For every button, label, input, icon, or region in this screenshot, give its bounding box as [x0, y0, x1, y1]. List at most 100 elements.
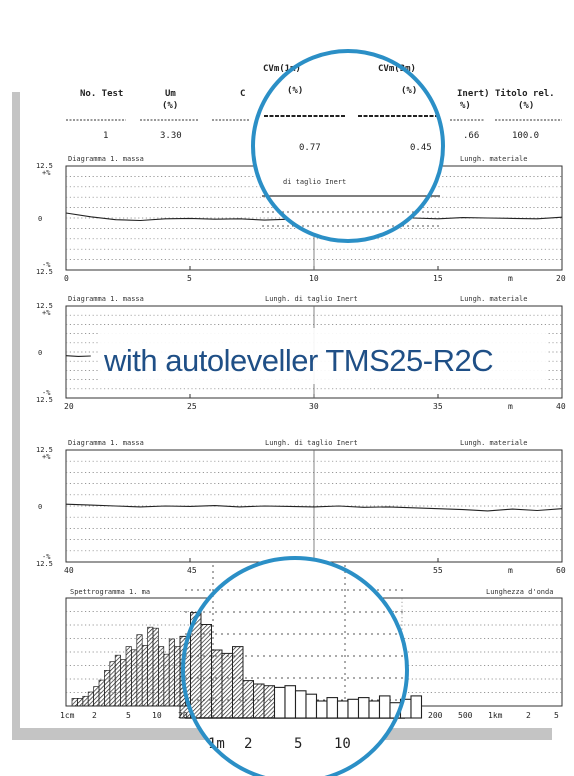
zoom-top-fill — [253, 51, 443, 241]
header-um: Um — [165, 89, 176, 99]
x-tick-label: 25 — [187, 402, 197, 411]
spectro-x-tick: 2 — [526, 711, 531, 720]
zoom-header-cvm3: CVm(3m) — [378, 64, 416, 74]
y-label-top-unit: +% — [42, 309, 51, 317]
spectro-x-tick: 200 — [428, 711, 443, 720]
zoom-bar-open — [294, 690, 307, 719]
zoom-bar-open — [326, 697, 339, 719]
spectro-bar-hatched — [168, 638, 175, 707]
spectro-title-left: Spettrogramma 1. ma — [70, 588, 150, 596]
zoom-bar-hatched — [221, 652, 233, 719]
header-inert: Inert) — [457, 89, 490, 99]
header-titolo-unit: (%) — [518, 101, 534, 111]
panel-title-right: Lungh. materiale — [460, 295, 527, 303]
zoom-bar-open — [347, 698, 360, 719]
spectro-x-tick: 5 — [126, 711, 131, 720]
spectro-bar-hatched — [136, 634, 143, 707]
spectro-x-tick: 1cm — [60, 711, 75, 720]
spectro-bar-hatched — [87, 691, 94, 707]
panel-title-mid: Lungh. di taglio Inert — [265, 439, 358, 447]
series-line — [65, 503, 563, 512]
x-tick-label: 60 — [556, 566, 566, 575]
spectro-x-tick: 500 — [458, 711, 473, 720]
y-label-top-unit: +% — [42, 169, 51, 177]
overlay-text-backdrop — [98, 328, 548, 384]
panel-title-right: Lungh. materiale — [460, 439, 527, 447]
x-tick-label: 10 — [309, 274, 319, 283]
x-tick-label: m — [508, 274, 513, 283]
header-no-test: No. Test — [80, 89, 123, 99]
cell-no-test: 1 — [103, 131, 108, 141]
zoom-bar-hatched — [263, 685, 275, 719]
x-tick-label: 55 — [433, 566, 443, 575]
zoom-bar-open — [378, 695, 391, 719]
spectro-title-right: Lunghezza d'onda — [486, 588, 553, 596]
zoom-bottom-fill — [183, 558, 407, 776]
spectro-bar-hatched — [174, 646, 181, 707]
spectro-x-tick: 5 — [554, 711, 559, 720]
header-titolo: Titolo rel. — [495, 88, 555, 99]
x-tick-label: 40 — [556, 402, 566, 411]
cell-titolo: 100.0 — [512, 131, 539, 141]
header-cvm-partial: C — [240, 89, 245, 99]
spectro-bar-hatched — [163, 653, 170, 707]
zoom-bar-hatched — [242, 680, 254, 719]
frame-shadow-left — [12, 92, 20, 740]
x-tick-label: 20 — [556, 274, 566, 283]
spectro-bar-hatched — [77, 698, 84, 707]
panel-title-right: Lungh. materiale — [460, 155, 527, 163]
zoom-bar-open — [336, 700, 349, 719]
spectro-x-tick: 1km — [488, 711, 503, 720]
zoom-bar-open — [305, 693, 318, 719]
panel-title-left: Diagramma 1. massa — [68, 155, 144, 163]
spectro-bar-hatched — [114, 654, 121, 707]
spectro-bar-hatched — [93, 686, 100, 707]
x-tick-label: 35 — [433, 402, 443, 411]
zoom-bar-open — [273, 686, 286, 719]
spectro-bar-hatched — [120, 659, 127, 707]
y-label-zero: 0 — [38, 215, 42, 223]
y-label-top: 12.5 — [36, 446, 53, 454]
y-label-bottom-unit: -% — [42, 553, 51, 561]
zoom-bar-open — [410, 695, 423, 719]
spectro-bar-hatched — [131, 649, 138, 707]
header-um-unit: (%) — [162, 101, 178, 111]
cell-inert: .66 — [463, 131, 479, 141]
zoom-bar-hatched — [200, 624, 212, 719]
x-tick-label: 5 — [187, 274, 192, 283]
x-tick-label: 45 — [187, 566, 197, 575]
y-label-bottom: 12.5 — [36, 396, 53, 404]
zoom-top-ring — [251, 49, 445, 243]
y-label-top-unit: +% — [42, 453, 51, 461]
spectro-bar-hatched — [71, 698, 78, 707]
y-label-zero: 0 — [38, 503, 42, 511]
zoom-bar-open — [357, 697, 370, 719]
x-tick-label: m — [508, 402, 513, 411]
zoom-bar-open — [284, 685, 297, 719]
zoom-x-tick: 2 — [244, 736, 252, 752]
spectro-bar-hatched — [109, 661, 116, 707]
spectro-bar-hatched — [152, 627, 159, 707]
y-label-bottom: 12.5 — [36, 268, 53, 276]
header-table: No. Test Um (%) C Inert) %) Titolo rel. … — [66, 88, 562, 141]
zoom-bar-open — [368, 700, 381, 719]
zoom-bar-hatched — [211, 649, 223, 719]
zoom-circle-bottom: 1m 2 5 10 — [179, 556, 423, 776]
zoom-subtitle: di taglio Inert — [283, 178, 346, 186]
x-tick-label: 30 — [309, 402, 319, 411]
zoom-header-cvm1: CVm(1m) — [263, 64, 301, 74]
cell-um: 3.30 — [160, 131, 182, 141]
zoom-x-tick: 5 — [294, 736, 302, 752]
panel-title-left: Diagramma 1. massa — [68, 439, 144, 447]
y-label-bottom-unit: -% — [42, 389, 51, 397]
y-label-bottom: 12.5 — [36, 560, 53, 568]
spectro-bar-hatched — [141, 645, 148, 707]
zoom-bar-hatched — [232, 646, 244, 719]
spectro-bar-hatched — [158, 646, 165, 707]
zoom-header-cvm3-unit: (%) — [401, 86, 417, 96]
zoom-value-cvm3: 0.45 — [410, 143, 432, 153]
y-label-zero: 0 — [38, 349, 42, 357]
spectro-bar-hatched — [104, 670, 111, 707]
spectro-bar-hatched — [98, 679, 105, 707]
spectro-bar-hatched — [147, 626, 154, 707]
